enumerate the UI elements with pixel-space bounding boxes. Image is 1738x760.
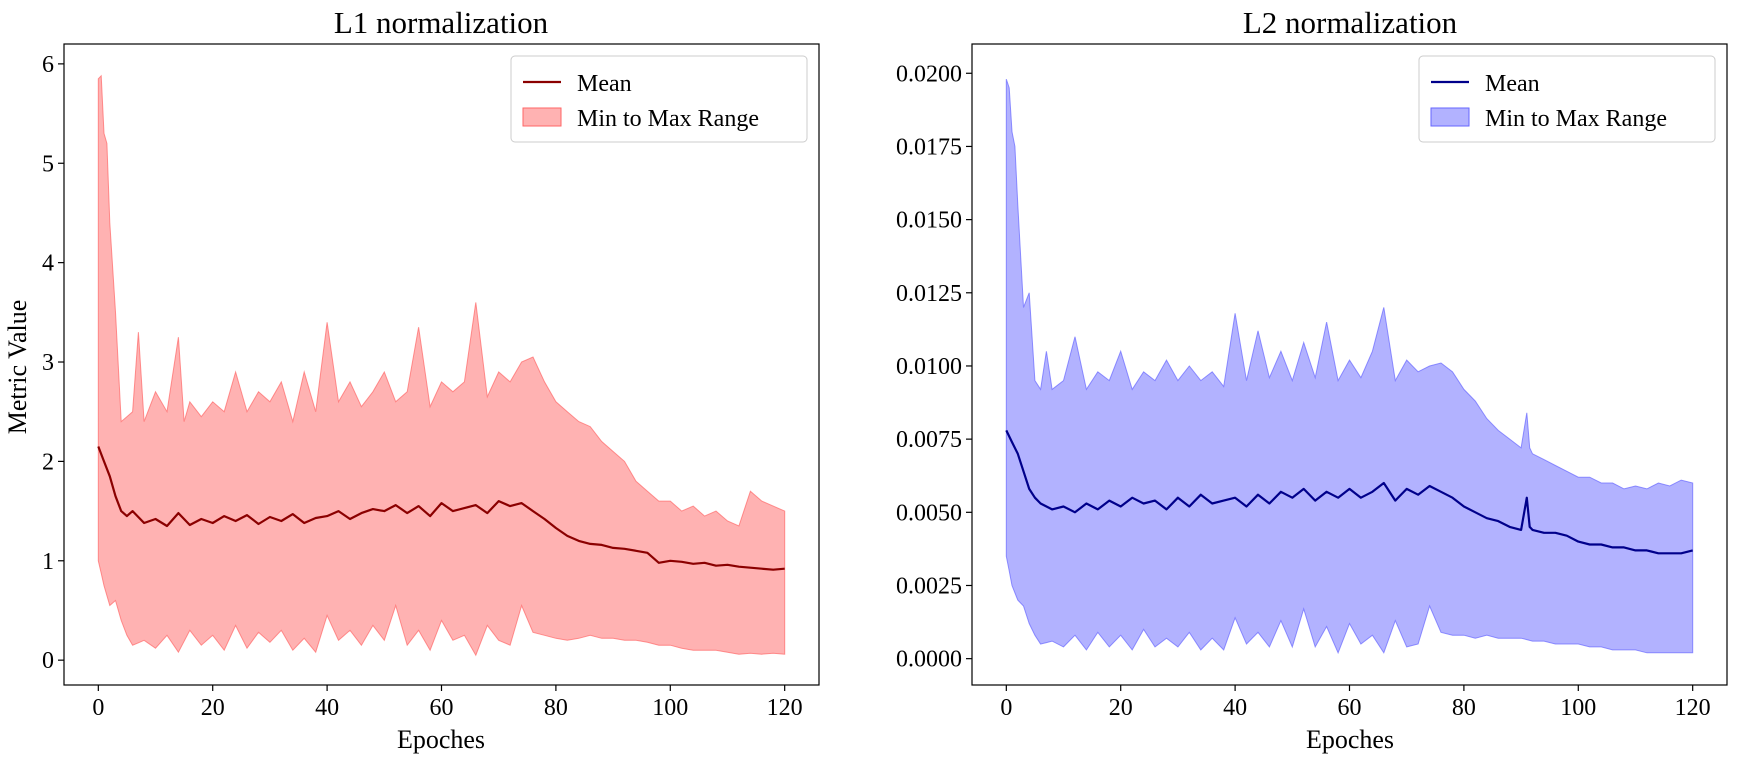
l1-x-axis-label: Epoches [397,725,485,754]
l2-range-band [1005,78,1694,655]
l1-y-tick-label: 3 [42,350,54,376]
l1-x-tick-label: 100 [652,695,688,721]
l1-y-tick-label: 1 [42,549,54,575]
l1-y-tick-label: 0 [42,648,54,674]
l2-x-axis-label: Epoches [1306,725,1394,754]
l1-y-tick-label: 4 [42,251,54,277]
l1-plot-area: 0 20 40 60 80 100 120 0 1 2 3 4 5 6 Mean Min to Max Ran… [42,43,820,721]
l2-x-tick-label: 60 [1338,695,1362,721]
l2-y-tick-label: 0.0100 [896,354,962,380]
l1-x-tick-label: 0 [92,695,104,721]
l1-x-tick-label: 120 [767,695,803,721]
l2-y-tick-label: 0.0050 [896,500,962,526]
l1-legend-box [510,55,808,143]
l2-x-tick-label: 0 [1000,695,1012,721]
l1-legend-range-swatch [522,107,562,127]
l2-x-tick-label: 120 [1675,695,1711,721]
l2-legend-range-label: Min to Max Range [1485,106,1667,132]
l2-chart: L2 normalization Epoches 0 20 40 60 80 100 120… [896,5,1728,754]
l1-mean-line [97,446,785,571]
l2-legend-mean-label: Mean [1485,71,1540,97]
l1-range-band [97,74,786,657]
l2-y-tick-label: 0.0125 [896,281,962,307]
l2-legend: Mean Min to Max Range [1418,55,1716,143]
l2-legend-box [1418,55,1716,143]
l1-x-tick-label: 20 [201,695,225,721]
l2-chart-title: L2 normalization [1243,5,1458,40]
l2-y-tick-label: 0.0025 [896,573,962,599]
l1-y-tick-label: 2 [42,449,54,475]
l1-legend-range-label: Min to Max Range [577,106,759,132]
l2-x-tick-label: 40 [1223,695,1247,721]
l2-x-tick-label: 20 [1109,695,1133,721]
l2-plot-area: 0 20 40 60 80 100 120 0.0000 0.0025 0.0050 0.0075 0… [896,43,1728,721]
l1-y-tick-label: 5 [42,151,54,177]
l1-y-axis-label: Metric Value [3,300,32,435]
l1-chart: L1 normalization Metric Value Epoches 0 2… [3,5,820,754]
l2-y-tick-label: 0.0075 [896,427,962,453]
l1-x-tick-label: 40 [315,695,339,721]
l2-y-tick-label: 0.0000 [896,647,962,673]
l2-mean-line [1005,429,1693,555]
l2-legend-range-swatch [1430,107,1470,127]
l1-x-tick-label: 80 [544,695,568,721]
l2-x-tick-label: 80 [1452,695,1476,721]
l1-legend: Mean Min to Max Range [510,55,808,143]
l1-chart-title: L1 normalization [334,5,549,40]
l2-y-tick-label: 0.0200 [896,61,962,87]
l2-x-tick-label: 100 [1560,695,1596,721]
l1-x-tick-label: 60 [430,695,454,721]
l2-y-tick-label: 0.0150 [896,208,962,234]
l1-y-tick-label: 6 [42,52,54,78]
l2-y-tick-label: 0.0175 [896,134,962,160]
l1-legend-mean-label: Mean [577,71,632,97]
